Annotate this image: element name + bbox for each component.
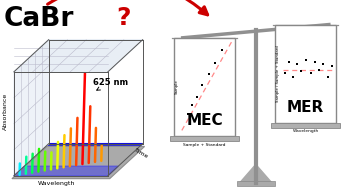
FancyBboxPatch shape (170, 136, 239, 141)
Text: ?: ? (116, 6, 131, 30)
Text: Sample / Sample + Standard: Sample / Sample + Standard (276, 45, 279, 102)
Polygon shape (240, 164, 271, 182)
Text: MER: MER (287, 100, 324, 115)
FancyBboxPatch shape (174, 38, 235, 136)
Polygon shape (12, 146, 144, 179)
FancyBboxPatch shape (271, 123, 340, 128)
Text: Sample + Standard: Sample + Standard (183, 143, 226, 147)
Text: Absorbance: Absorbance (3, 93, 8, 130)
FancyArrowPatch shape (48, 0, 208, 15)
Polygon shape (14, 40, 143, 72)
Polygon shape (14, 166, 118, 176)
Text: Wavelength: Wavelength (38, 181, 75, 186)
Text: Time: Time (134, 147, 150, 159)
Text: Wavelength: Wavelength (292, 129, 319, 133)
Polygon shape (14, 40, 49, 176)
Text: CaBr: CaBr (3, 6, 74, 32)
Polygon shape (14, 144, 143, 176)
Text: 625 nm: 625 nm (93, 78, 128, 90)
Text: MEC: MEC (186, 113, 223, 128)
FancyBboxPatch shape (275, 25, 336, 123)
FancyBboxPatch shape (237, 181, 275, 186)
Text: Sample: Sample (175, 80, 179, 94)
